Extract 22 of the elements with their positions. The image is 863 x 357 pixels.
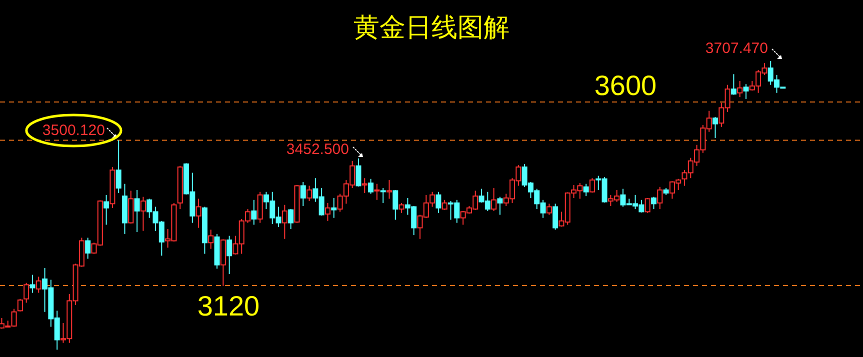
candlestick <box>208 229 214 250</box>
annotation: 3500.120 <box>42 122 105 139</box>
candlestick <box>104 194 110 226</box>
annotation: 3707.470 <box>705 40 768 57</box>
candlestick <box>362 178 368 194</box>
ref-line-label: 3600 <box>594 70 657 102</box>
ref-line-label: 3120 <box>197 290 260 322</box>
candlestick <box>116 140 122 194</box>
candlestick <box>196 198 202 228</box>
annotation: 3452.500 <box>286 141 349 158</box>
candlestick <box>36 276 42 294</box>
candlestick <box>30 274 36 294</box>
candlestick <box>122 183 128 234</box>
candlestick <box>300 181 306 207</box>
candlestick <box>85 237 91 260</box>
candlestick <box>386 180 392 200</box>
text: 黄金日线图解 <box>354 12 510 42</box>
candlestick <box>282 204 288 240</box>
candlestick <box>374 183 380 200</box>
candlestick <box>324 202 330 222</box>
candlestick <box>331 197 337 218</box>
candlestick <box>134 189 140 233</box>
